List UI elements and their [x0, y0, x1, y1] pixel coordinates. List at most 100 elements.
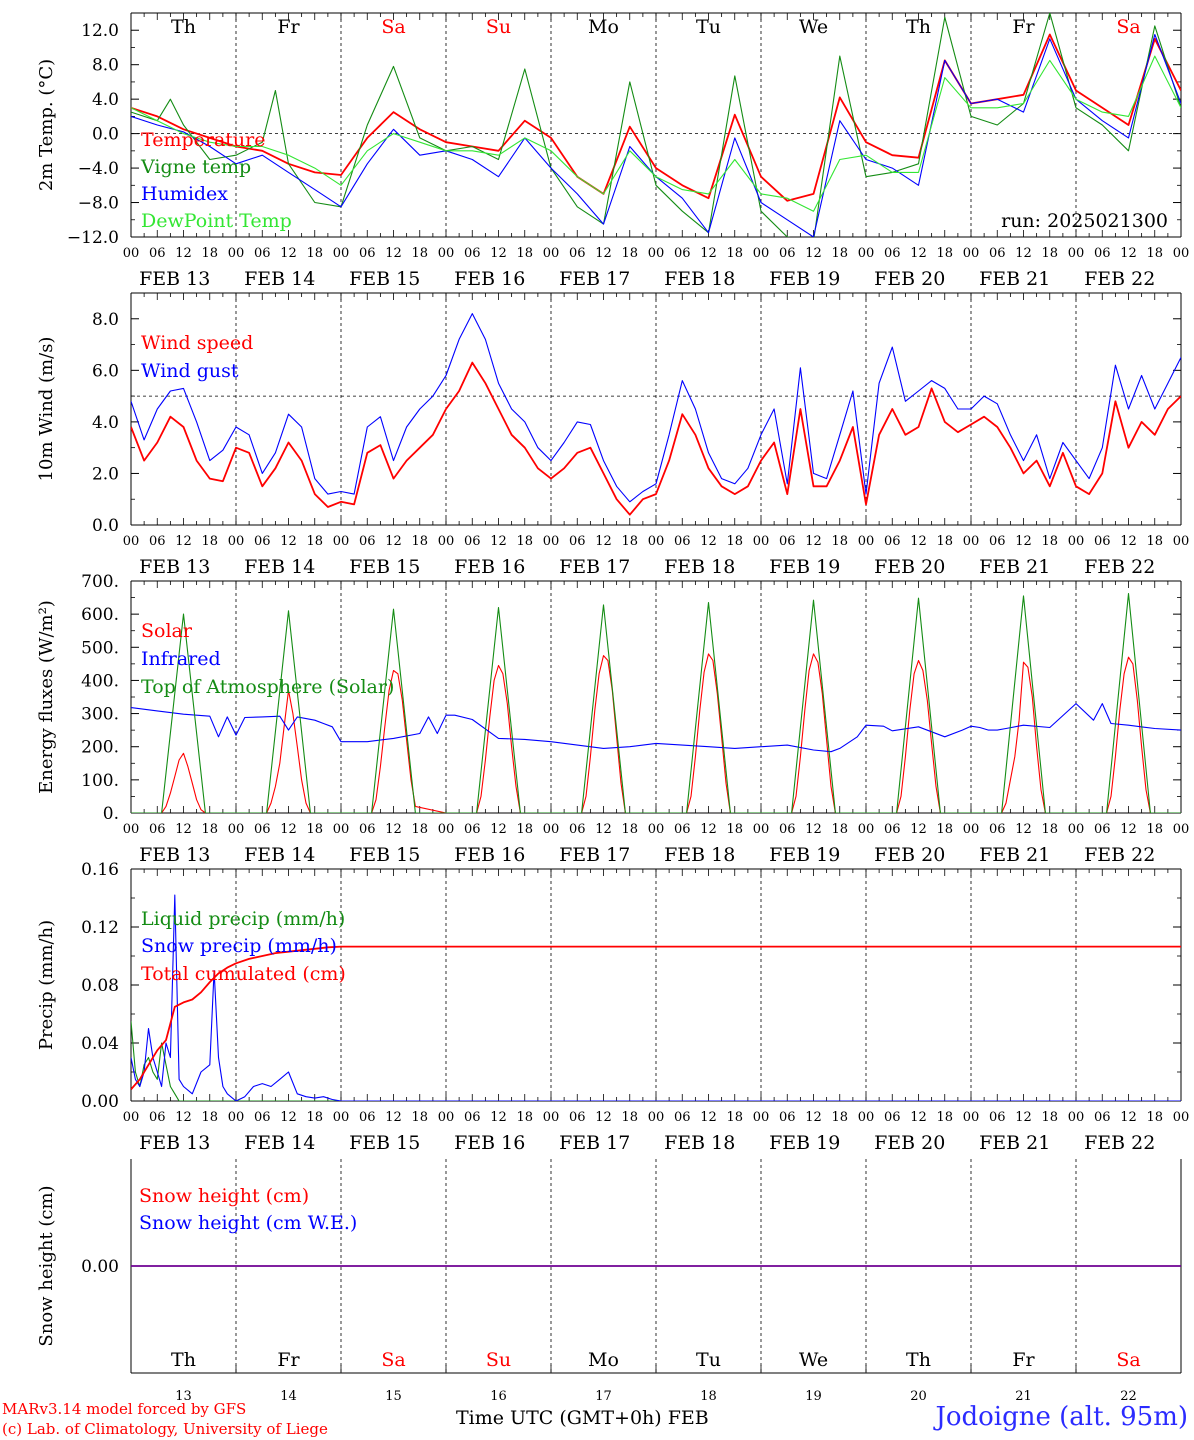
hour-tick-label: 18: [306, 246, 323, 261]
weekday-label: Fr: [1012, 16, 1035, 38]
hour-tick-label: 18: [516, 1110, 533, 1125]
hour-tick-label: 00: [333, 1110, 350, 1125]
weekday-label: Sa: [1116, 1349, 1140, 1371]
ytick-label: 0.00: [81, 1257, 119, 1277]
hour-tick-label: 12: [700, 246, 717, 261]
hour-tick-label: 06: [254, 1110, 271, 1125]
hour-tick-label: 06: [569, 534, 586, 549]
hour-tick-label: 00: [1068, 246, 1085, 261]
hour-tick-label: 18: [936, 534, 953, 549]
ytick-label: 0.0: [92, 125, 119, 145]
day-number-label: 21: [1015, 1389, 1032, 1404]
date-label: FEB 21: [979, 844, 1050, 866]
panel-flux: 0. 100. 200. 300. 400. 500. 600. 700. Energy flu…: [36, 572, 1189, 866]
weekday-label: Su: [486, 16, 511, 38]
hour-tick-label: 00: [228, 822, 245, 837]
date-label: FEB 20: [874, 1132, 945, 1154]
hour-tick-label: 06: [779, 246, 796, 261]
weekday-label: Mo: [588, 1349, 619, 1371]
date-label: FEB 18: [664, 556, 735, 578]
hour-tick-label: 12: [175, 1110, 192, 1125]
hour-tick-label: 06: [464, 822, 481, 837]
hour-tick-label: 18: [936, 822, 953, 837]
ytick-label: 300.: [81, 705, 119, 725]
hour-tick-label: 00: [228, 534, 245, 549]
hour-tick-label: 00: [438, 822, 455, 837]
weekday-label: Sa: [381, 1349, 405, 1371]
date-label: FEB 14: [244, 844, 315, 866]
hour-tick-label: 12: [595, 1110, 612, 1125]
hour-tick-label: 06: [884, 534, 901, 549]
hour-tick-label: 06: [149, 246, 166, 261]
hour-tick-label: 18: [726, 246, 743, 261]
hour-tick-label: 06: [149, 534, 166, 549]
hour-tick-label: 06: [989, 534, 1006, 549]
hour-tick-label: 18: [1146, 1110, 1163, 1125]
ytick-label: 0.08: [81, 976, 119, 996]
date-label: FEB 22: [1084, 556, 1155, 578]
hour-tick-label: 00: [753, 822, 770, 837]
legend-total-cumulated-cm-: Total cumulated (cm): [141, 963, 346, 985]
legend-wind-speed: Wind speed: [141, 332, 253, 354]
hour-tick-label: 00: [543, 822, 560, 837]
ytick-label: 0.0: [92, 516, 119, 536]
hour-tick-label: 12: [1015, 534, 1032, 549]
ytick-label: 700.: [81, 572, 119, 592]
hour-tick-label: 00: [543, 246, 560, 261]
series-group: [131, 313, 1181, 516]
hour-tick-label: 18: [516, 822, 533, 837]
series-line-total-cumulated-cm-: [131, 945, 1181, 1090]
ytick-label: 8.0: [92, 310, 119, 330]
hour-tick-label: 12: [805, 534, 822, 549]
date-label: FEB 17: [559, 1132, 630, 1154]
hour-tick-label: 00: [438, 1110, 455, 1125]
hour-tick-label: 00: [333, 822, 350, 837]
hour-tick-label: 18: [1041, 246, 1058, 261]
hour-tick-label: 12: [700, 534, 717, 549]
hour-tick-label: 00: [963, 1110, 980, 1125]
hour-tick-label: 12: [385, 1110, 402, 1125]
date-label: FEB 13: [139, 556, 210, 578]
hour-tick-label: 12: [280, 246, 297, 261]
y-axis-title: 2m Temp. (°C): [36, 59, 57, 191]
hour-tick-label: 00: [858, 534, 875, 549]
hour-tick-label: 18: [831, 822, 848, 837]
hour-tick-label: 06: [1094, 1110, 1111, 1125]
legend-temperature: Temperature: [141, 129, 265, 151]
hour-tick-label: 18: [726, 534, 743, 549]
ytick-label: 400.: [81, 671, 119, 691]
hour-tick-label: 06: [569, 822, 586, 837]
hour-tick-label: 06: [1094, 246, 1111, 261]
hour-tick-label: 12: [910, 822, 927, 837]
hour-tick-label: 18: [621, 1110, 638, 1125]
hour-tick-label: 06: [884, 246, 901, 261]
hour-tick-label: 06: [464, 1110, 481, 1125]
hour-tick-label: 00: [438, 246, 455, 261]
hour-tick-label: 12: [910, 246, 927, 261]
hour-tick-label: 00: [123, 1110, 140, 1125]
hour-tick-label: 18: [726, 822, 743, 837]
hour-tick-label: 06: [464, 534, 481, 549]
date-label: FEB 19: [769, 844, 840, 866]
weekday-label: Th: [906, 16, 931, 38]
hour-tick-label: 06: [989, 246, 1006, 261]
date-label: FEB 21: [979, 1132, 1050, 1154]
weekday-label: Fr: [277, 16, 300, 38]
hour-tick-label: 18: [201, 534, 218, 549]
ytick-label: 4.0: [92, 90, 119, 110]
date-label: FEB 15: [349, 1132, 420, 1154]
hour-tick-label: 18: [306, 822, 323, 837]
date-label: FEB 13: [139, 268, 210, 290]
hour-tick-label: 00: [753, 1110, 770, 1125]
hour-tick-label: 06: [254, 822, 271, 837]
hour-tick-label: 18: [621, 246, 638, 261]
hour-tick-label: 12: [280, 534, 297, 549]
hour-tick-label: 18: [831, 1110, 848, 1125]
legend-snow-height-cm-w-e-: Snow height (cm W.E.): [139, 1212, 357, 1234]
ytick-label: 6.0: [92, 361, 119, 381]
legend-vigne-temp: Vigne temp: [140, 156, 251, 178]
hour-tick-label: 06: [359, 534, 376, 549]
legend-top-of-atmosphere-solar-: Top of Atmosphere (Solar): [141, 676, 394, 698]
y-axis-title: Energy fluxes (W/m²): [36, 600, 57, 794]
hour-tick-label: 00: [648, 534, 665, 549]
